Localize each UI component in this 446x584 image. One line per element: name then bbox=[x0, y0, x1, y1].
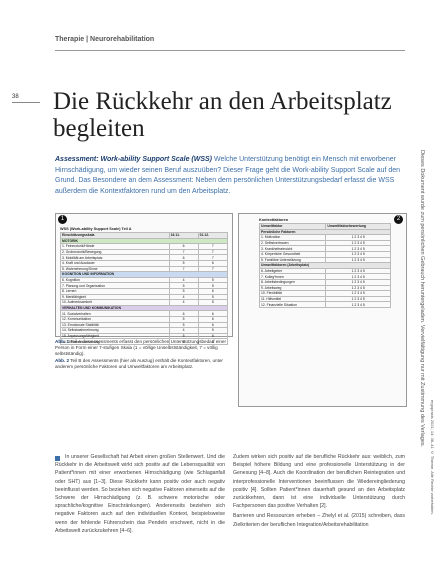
intro-text: Welche Unterstützung benötigt ein Mensch… bbox=[55, 156, 401, 195]
cell: 1 2 3 4 5 bbox=[325, 267, 391, 275]
intro: Assessment: Work-ability Support Scale (… bbox=[55, 155, 405, 197]
cell: 1 2 3 4 5 bbox=[325, 278, 391, 286]
table-row: 11. Sozialverhalten 6 6 bbox=[60, 310, 229, 317]
table-row: 10. Flexibilität 1 2 3 4 5 bbox=[258, 290, 391, 297]
table-row: 8. Arbeitsbedingungen 1 2 3 4 5 bbox=[258, 278, 391, 286]
figure-table: Kontextfaktoren Umweltfaktor Umweltfaktor… bbox=[258, 218, 391, 308]
section-row: VERHALTEN UND KOMMUNIKATION bbox=[60, 304, 228, 312]
cell: 5 bbox=[197, 293, 229, 301]
table-row: 6. Arbeitgeber 1 2 3 4 5 bbox=[258, 267, 391, 275]
section-name: VERHALTEN UND KOMMUNIKATION bbox=[60, 304, 228, 312]
table: Einschätzungsskala 16.11. 01.12. MOTORIK 1. … bbox=[60, 232, 229, 345]
cell: 6. Arbeitgeber bbox=[258, 267, 327, 275]
rule bbox=[12, 102, 40, 103]
table-row: 12. Kommunikation 5 6 bbox=[60, 315, 229, 323]
figure: 2 Kontextfaktoren Umweltfaktor Umweltfakt… bbox=[238, 213, 407, 407]
cell: 9. Arbeitsweg bbox=[258, 284, 327, 292]
paragraph: Zudem wirken sich positiv auf die berufl… bbox=[233, 454, 405, 510]
table-row: 14. Selbstwahrnehmung 4 5 bbox=[60, 327, 229, 334]
table-row: 10. Aufmerksamkeit 4 5 bbox=[60, 299, 229, 306]
figure: 1 WSS (Work-ability Support Scale) Teil … bbox=[55, 213, 233, 345]
cell: 6 bbox=[197, 338, 229, 345]
cell: 1 2 3 4 5 bbox=[325, 295, 391, 303]
caption: Abb. 1 Teil A des Assessments erfasst de… bbox=[55, 339, 231, 357]
table-row: 7. Kolleg*innen 1 2 3 4 5 bbox=[258, 273, 391, 280]
cell: 5. Familiäre Unterstützung bbox=[258, 256, 327, 264]
caption-label: Abb. 1 bbox=[55, 339, 70, 344]
figure-number: 2 bbox=[394, 215, 403, 224]
section-name: KOGNITION UND INFORMATION bbox=[60, 271, 228, 278]
cell: 7. Kolleg*innen bbox=[258, 273, 327, 280]
table: Umweltfaktor Umweltfaktorbewertung Persönl… bbox=[258, 223, 391, 308]
table-row: 15. Anpassungsfähigkeit 5 6 bbox=[60, 332, 229, 340]
figure-number: 1 bbox=[58, 215, 67, 224]
table-row: 7. Planung und Organisation 5 5 bbox=[60, 282, 229, 289]
caption: Abb. 2 Teil B des Assessments (hier als … bbox=[55, 358, 231, 370]
cell: 6 bbox=[197, 321, 229, 329]
cell: 1 2 3 4 5 bbox=[325, 290, 391, 297]
table-row: 13. Emotionale Stabilität 5 6 bbox=[60, 321, 229, 329]
cell: 6 bbox=[197, 287, 229, 295]
cell: 4. Körperliche Gesundheit bbox=[258, 251, 327, 258]
marker bbox=[55, 456, 60, 461]
side-note: ergopraxis 2021; 14: 38–41 © Thieme. All… bbox=[430, 400, 435, 515]
rule bbox=[55, 50, 405, 51]
page-number: 38 bbox=[12, 94, 19, 100]
table-row: 12. Finanzielle Situation 1 2 3 4 5 bbox=[258, 301, 391, 308]
caption-text: Teil A des Assessments erfasst den persö… bbox=[55, 339, 227, 356]
intro-lead: Assessment: Work-ability Support Scale (… bbox=[55, 156, 213, 163]
cell: 6 bbox=[197, 260, 229, 267]
table-row: 5. Familiäre Unterstützung 1 2 3 4 5 bbox=[258, 256, 391, 264]
figure-table: WSS (Work-ability Support Scale) Teil A … bbox=[60, 227, 229, 345]
table-row: 5. Wahrnehmung/Sinne 7 7 bbox=[60, 265, 229, 273]
cell: 5 bbox=[197, 276, 229, 284]
title: Die Rückkehr an den Arbeitsplatz begleit… bbox=[53, 88, 392, 142]
cell: 6 bbox=[197, 315, 229, 323]
table-row: 4. Körperliche Gesundheit 1 2 3 4 5 bbox=[258, 251, 391, 258]
table-row: 9. Merkfähigkeit 4 5 bbox=[60, 293, 229, 301]
cell: 1 2 3 4 5 bbox=[325, 251, 391, 258]
cell: 5 bbox=[197, 299, 229, 306]
cell: 1 2 3 4 5 bbox=[325, 256, 391, 264]
section-row: KOGNITION UND INFORMATION bbox=[60, 271, 228, 278]
table-row: 16. Gesamteinschätzung 5 6 bbox=[60, 338, 229, 345]
caption-text: Teil B des Assessments (hier als Auszug)… bbox=[55, 358, 223, 369]
cell: 8. Arbeitsbedingungen bbox=[258, 278, 327, 286]
cell: 1 2 3 4 5 bbox=[325, 273, 391, 280]
cell: 1 2 3 4 5 bbox=[325, 301, 391, 308]
caption-label: Abb. 2 bbox=[55, 358, 70, 363]
captions: Abb. 1 Teil A des Assessments erfasst de… bbox=[55, 339, 231, 370]
section-label: Therapie | Neurorehabilitation bbox=[55, 36, 155, 43]
cell: 12. Finanzielle Situation bbox=[258, 301, 327, 308]
cell: 5 bbox=[197, 282, 229, 289]
figure-title: Kontextfaktoren bbox=[259, 218, 289, 222]
body-text: In unserer Gesellschaft hat Arbeit einen… bbox=[55, 454, 225, 534]
cell: 5 bbox=[197, 327, 229, 334]
paragraph: Barrieren und Ressourcen erheben – Zhely… bbox=[233, 513, 405, 528]
body-text: Zudem wirken sich positiv auf die berufl… bbox=[233, 453, 405, 529]
cell: 10. Flexibilität bbox=[258, 290, 327, 297]
table-row: 8. Lernen 5 6 bbox=[60, 287, 229, 295]
table-row: 3. Mobilität am Arbeitsplatz 6 7 bbox=[60, 254, 229, 261]
cell: 7 bbox=[197, 265, 229, 273]
table-row: 11. Hilfsmittel 1 2 3 4 5 bbox=[258, 295, 391, 303]
cell: 6 bbox=[197, 310, 229, 317]
table-row: 9. Arbeitsweg 1 2 3 4 5 bbox=[258, 284, 391, 292]
table-row: 6. Kognition 4 5 bbox=[60, 276, 229, 284]
table-row: 4. Kraft und Ausdauer 5 6 bbox=[60, 260, 229, 267]
section-row: Umweltfaktoren (Arbeitsplatz) bbox=[259, 262, 391, 269]
section-name: Umweltfaktoren (Arbeitsplatz) bbox=[259, 262, 391, 269]
cell: 6 bbox=[197, 332, 229, 340]
cell: 7 bbox=[197, 254, 229, 261]
figure-title: WSS (Work-ability Support Scale) Teil A bbox=[60, 227, 132, 231]
cell: 1 2 3 4 5 bbox=[325, 284, 391, 292]
side-note: Dieses Dokument wurde zum persönlichen G… bbox=[419, 150, 425, 448]
cell: 11. Hilfsmittel bbox=[258, 295, 327, 303]
